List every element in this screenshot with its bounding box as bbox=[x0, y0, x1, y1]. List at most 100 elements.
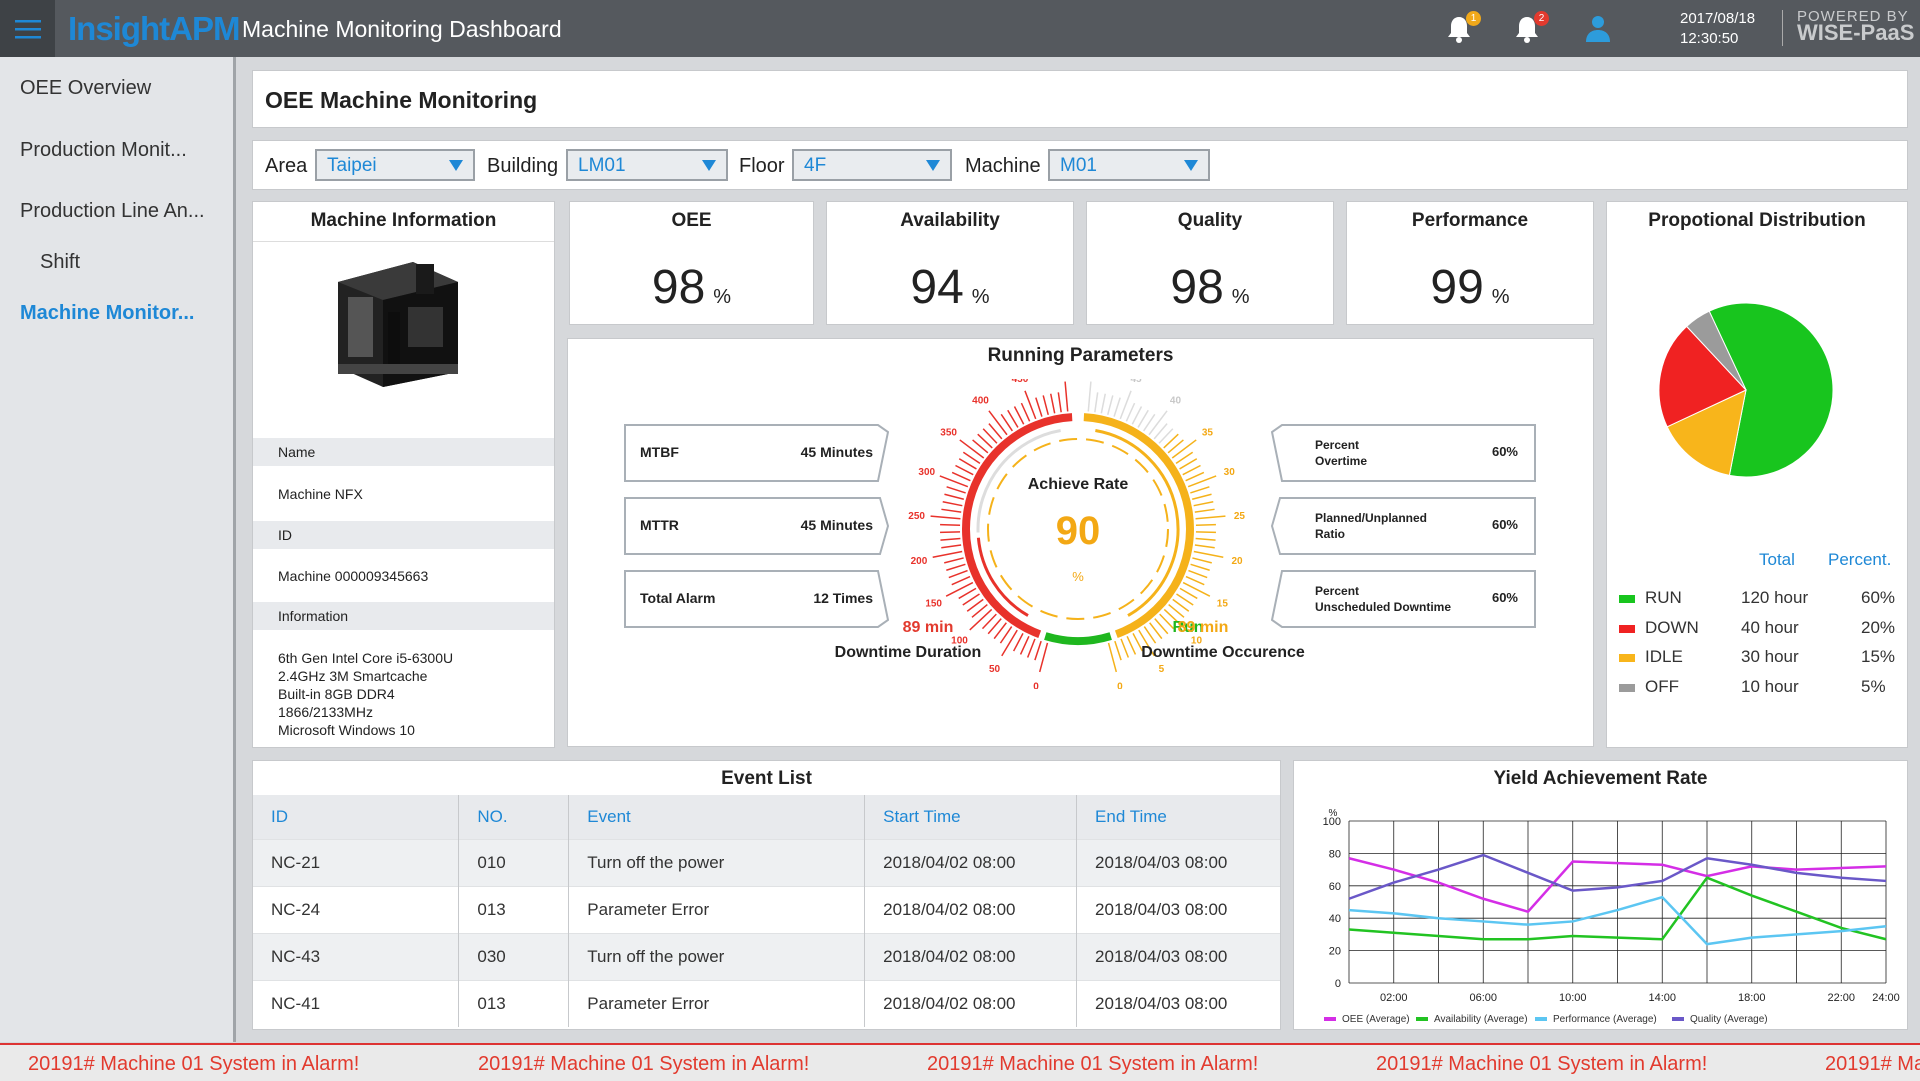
column-header[interactable]: End Time bbox=[1076, 795, 1280, 839]
right-tick-mark bbox=[1143, 413, 1156, 432]
right-tick-mark bbox=[1131, 406, 1143, 425]
sidebar-item-production-monitoring[interactable]: Production Monit... bbox=[20, 139, 187, 161]
table-row[interactable]: NC-21 010 Turn off the power 2018/04/02 … bbox=[253, 838, 1280, 886]
right-tick-mark bbox=[1163, 608, 1187, 631]
user-button[interactable] bbox=[1584, 14, 1614, 44]
sidebar-item-machine-monitoring[interactable]: Machine Monitor... bbox=[20, 302, 195, 324]
right-tick-mark bbox=[1195, 515, 1226, 520]
alarm-message: 20191# Machine 01 System in Alarm! bbox=[927, 1053, 1259, 1075]
sidebar-item-production-line[interactable]: Production Line An... bbox=[20, 200, 205, 222]
column-header[interactable]: NO. bbox=[458, 795, 570, 839]
gauge-unit: % bbox=[1072, 569, 1084, 584]
alarm-message: 20191# Machine 01 System in Alarm! bbox=[478, 1053, 810, 1075]
legend-label: OEE (Average) bbox=[1342, 1014, 1410, 1025]
pie-slice-run bbox=[1708, 302, 1834, 478]
y-tick-label: 100 bbox=[1323, 816, 1341, 828]
inner-arc-yellow bbox=[1095, 429, 1180, 617]
legend-swatch bbox=[1619, 595, 1635, 603]
table-row[interactable]: NC-24 013 Parameter Error 2018/04/02 08:… bbox=[253, 885, 1280, 933]
legend-name: DOWN bbox=[1645, 617, 1699, 637]
right-tick-label: 35 bbox=[1202, 428, 1214, 439]
left-tick-mark bbox=[1000, 413, 1013, 432]
machine-value: M01 bbox=[1060, 155, 1097, 176]
name-value: Machine NFX bbox=[278, 486, 363, 502]
area-select[interactable]: Taipei bbox=[315, 149, 475, 181]
kpi-card-quality: Quality 98% bbox=[1086, 201, 1334, 325]
column-header[interactable]: Start Time bbox=[864, 795, 1078, 839]
legend-total: 30 hour bbox=[1741, 647, 1799, 666]
left-tick-mark bbox=[1035, 397, 1043, 417]
legend-total: 120 hour bbox=[1741, 588, 1809, 607]
y-tick-label: 20 bbox=[1329, 946, 1341, 958]
right-tick-mark bbox=[1179, 587, 1198, 600]
right-tick-mark bbox=[1126, 635, 1137, 655]
alarm-message: 20191# Machine 01 System in Alarm! bbox=[1376, 1053, 1708, 1075]
sidebar-item-oee-overview[interactable]: OEE Overview bbox=[20, 77, 152, 99]
right-tick-mark bbox=[1138, 629, 1155, 657]
cell-id: NC-41 bbox=[253, 979, 460, 1027]
left-tick-label: 400 bbox=[972, 396, 989, 407]
left-tick-mark bbox=[945, 581, 974, 597]
right-tick-mark bbox=[1187, 475, 1217, 488]
x-tick-label: 02:00 bbox=[1380, 992, 1408, 1004]
left-tick-mark bbox=[1024, 390, 1037, 420]
legend-percent: 20% bbox=[1861, 617, 1896, 637]
powered-by-label: POWERED BY bbox=[1797, 8, 1909, 25]
menu-button[interactable] bbox=[0, 0, 55, 57]
event-list-panel: Event List ID NO. Event Start Time End T… bbox=[252, 760, 1281, 1030]
building-select[interactable]: LM01 bbox=[566, 149, 728, 181]
left-tick-mark bbox=[942, 500, 963, 507]
run-label: Run bbox=[1172, 619, 1204, 636]
right-tick-label: 0 bbox=[1117, 681, 1123, 689]
left-tick-mark bbox=[966, 598, 984, 612]
pie-slice-off bbox=[1685, 310, 1747, 391]
bell-icon bbox=[1516, 17, 1538, 43]
info-line: Built-in 8GB DDR4 bbox=[278, 686, 395, 702]
chevron-down-icon bbox=[1184, 160, 1198, 171]
column-header[interactable]: ID bbox=[253, 795, 460, 839]
right-tick-label: 20 bbox=[1231, 556, 1243, 567]
right-tick-mark bbox=[1168, 603, 1185, 618]
legend-label: Performance (Average) bbox=[1553, 1014, 1657, 1025]
right-tick-mark bbox=[1094, 392, 1099, 413]
achieve-rate-gauge: 5004504003503002502001501005005045403530… bbox=[908, 379, 1245, 689]
kpi-value: 94% bbox=[827, 260, 1073, 315]
right-tick-mark bbox=[1185, 471, 1205, 482]
left-tick-mark bbox=[962, 593, 980, 606]
distribution-pie-chart bbox=[1658, 302, 1834, 478]
y-tick-label: 0 bbox=[1335, 978, 1341, 990]
legend-swatch bbox=[1619, 624, 1635, 633]
param-value: 45 Minutes bbox=[800, 517, 873, 533]
right-tick-mark bbox=[1163, 433, 1179, 449]
left-tick-mark bbox=[955, 464, 974, 476]
floor-select[interactable]: 4F bbox=[792, 149, 952, 181]
topbar-divider bbox=[1782, 10, 1783, 46]
app-title: Machine Monitoring Dashboard bbox=[242, 16, 562, 42]
table-row[interactable]: NC-41 013 Parameter Error 2018/04/02 08:… bbox=[253, 979, 1280, 1027]
cell-end-time: 2018/04/03 08:00 bbox=[1076, 979, 1280, 1027]
sidebar-item-shift[interactable]: Shift bbox=[40, 251, 81, 273]
right-tick-mark bbox=[1195, 523, 1216, 527]
right-tick-mark bbox=[1192, 493, 1212, 500]
kpi-value: 99% bbox=[1347, 260, 1593, 315]
event-table: ID NO. Event Start Time End Time NC-21 0… bbox=[253, 795, 1280, 1027]
left-tick-mark bbox=[1019, 635, 1030, 655]
bell-icon bbox=[1448, 17, 1470, 43]
table-row[interactable]: NC-43 030 Turn off the power 2018/04/02 … bbox=[253, 932, 1280, 980]
param-frame bbox=[624, 497, 889, 555]
cell-start-time: 2018/04/02 08:00 bbox=[864, 932, 1078, 980]
left-tick-mark bbox=[988, 410, 1008, 436]
kpi-unit: % bbox=[1231, 286, 1250, 308]
machine-select[interactable]: M01 bbox=[1048, 149, 1210, 181]
machine-image bbox=[318, 252, 468, 397]
legend-percent: 15% bbox=[1861, 647, 1896, 666]
right-tick-mark bbox=[1119, 390, 1132, 420]
right-tick-label: 40 bbox=[1170, 396, 1182, 407]
right-tick-mark bbox=[1137, 409, 1149, 428]
left-tick-mark bbox=[962, 451, 981, 464]
notification-button[interactable]: 1 bbox=[1445, 11, 1481, 44]
column-header[interactable]: Event bbox=[568, 795, 866, 839]
param-label-line: Unscheduled Downtime bbox=[1315, 600, 1452, 614]
alert-button[interactable]: 2 bbox=[1513, 11, 1549, 44]
param-label-line: Overtime bbox=[1315, 454, 1368, 468]
